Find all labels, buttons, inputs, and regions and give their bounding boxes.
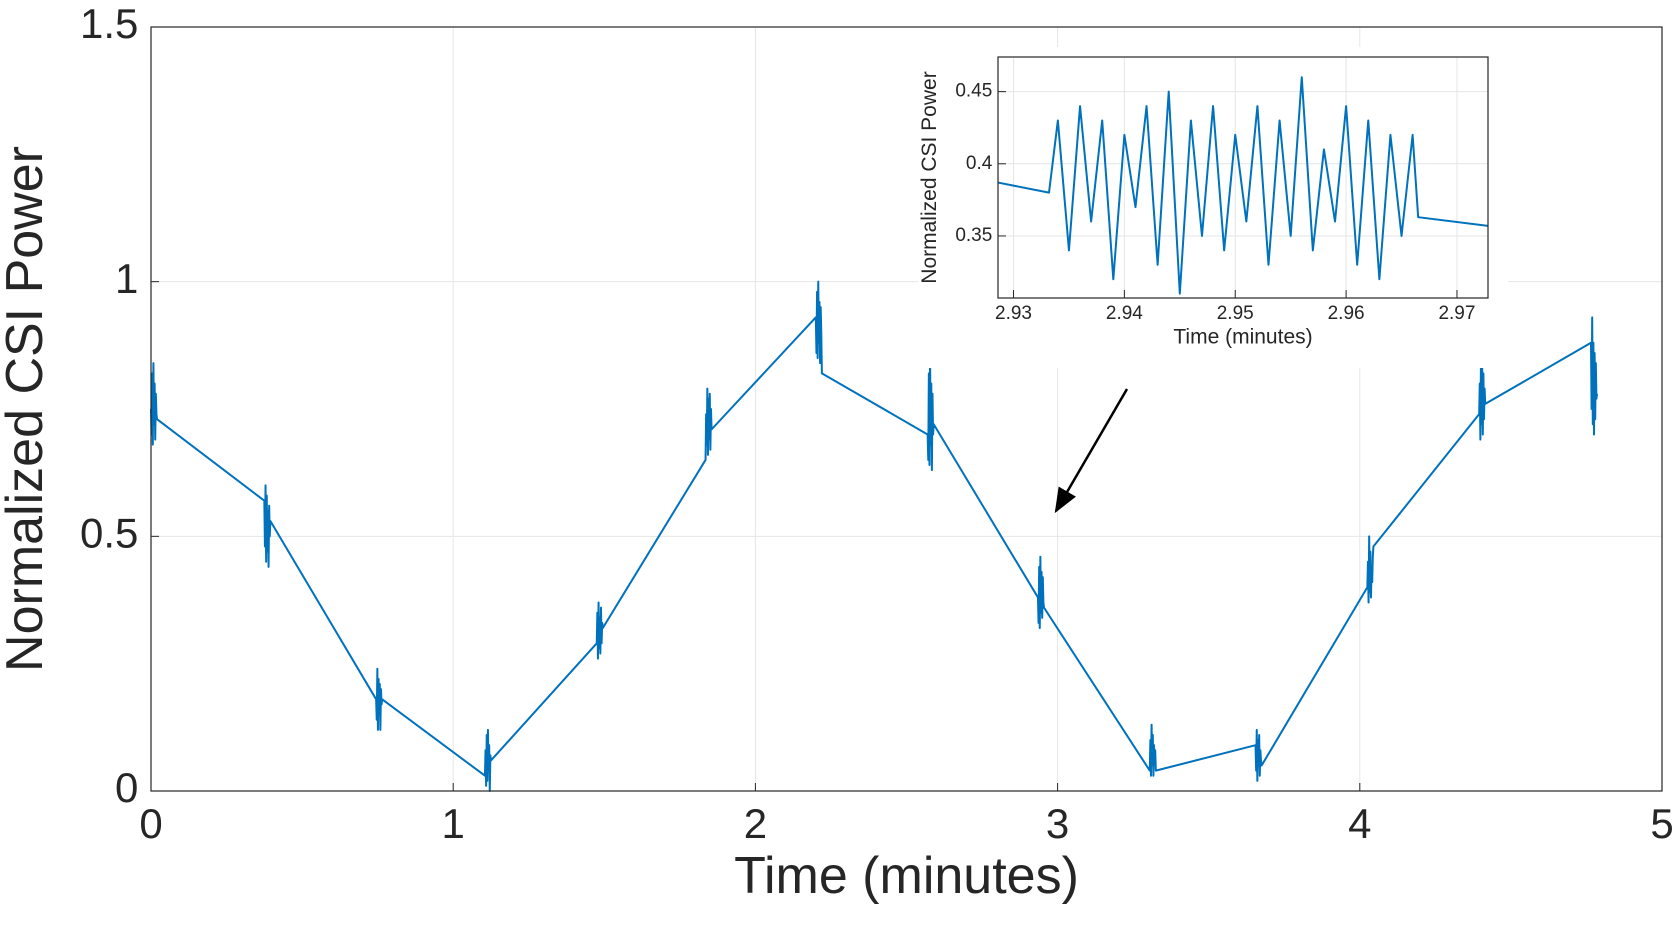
axes-box xyxy=(997,56,1489,299)
y-tick-label: 1 xyxy=(115,255,138,302)
x-tick-label: 2.95 xyxy=(1217,303,1254,324)
x-tick-label: 5 xyxy=(1650,800,1673,847)
y-tick-label: 0.35 xyxy=(955,225,992,246)
y-axis-label: Normalized CSI Power xyxy=(0,146,54,672)
x-axis-label: Time (minutes) xyxy=(1173,325,1312,348)
y-axis-label: Normalized CSI Power xyxy=(918,71,941,283)
x-axis-label: Time (minutes) xyxy=(734,847,1079,905)
data-line xyxy=(150,280,1599,792)
y-tick-label: 0.4 xyxy=(966,153,993,174)
axes-box xyxy=(150,26,1663,792)
annotation-arrow xyxy=(1054,388,1129,514)
x-tick-label: 2 xyxy=(744,800,767,847)
y-tick-label: 0 xyxy=(115,764,138,811)
y-tick-label: 0.5 xyxy=(80,509,138,556)
y-tick-label: 1.5 xyxy=(80,0,138,47)
y-tick-label: 0.45 xyxy=(955,81,992,102)
x-tick-label: 2.96 xyxy=(1328,303,1365,324)
x-tick-label: 3 xyxy=(1046,800,1069,847)
x-tick-label: 1 xyxy=(442,800,465,847)
x-tick-label: 2.94 xyxy=(1106,303,1143,324)
plot-area xyxy=(998,57,1488,298)
data-line xyxy=(997,76,1489,295)
x-tick-label: 2.93 xyxy=(995,303,1032,324)
x-tick-label: 2.97 xyxy=(1438,303,1475,324)
x-tick-label: 0 xyxy=(139,800,162,847)
x-tick-label: 4 xyxy=(1348,800,1371,847)
